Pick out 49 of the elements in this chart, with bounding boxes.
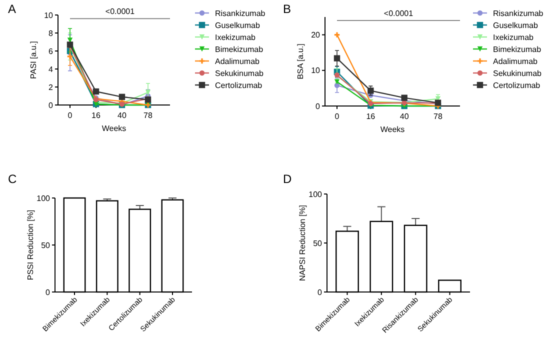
x-tick-label: 16 [366, 112, 376, 121]
x-tick-label: 0 [68, 111, 73, 120]
chart-title: A [8, 2, 16, 16]
legend-label: Risankizumab [215, 8, 266, 18]
y-axis-title: PASI [a.u.] [29, 41, 38, 79]
y-tick-label: 6 [48, 46, 54, 56]
legend-label: Certolizumab [493, 80, 541, 90]
y-tick-label: 0 [48, 100, 54, 110]
legend-label: Guselkumab [215, 20, 260, 30]
legend-label: Adalimumab [215, 56, 260, 66]
annotation: <0.0001 [105, 7, 136, 16]
legend-label: Ixekizumab [215, 32, 256, 42]
y-tick-label: 4 [48, 64, 54, 74]
y-tick-label: 0 [46, 288, 51, 297]
y-tick-label: 10 [44, 10, 54, 20]
x-tick-label: 40 [118, 111, 127, 120]
legend-label: Risankizumab [493, 8, 544, 18]
legend-label: Sekukinumab [215, 68, 264, 78]
y-tick-label: 0 [316, 102, 321, 111]
y-tick-label: 8 [48, 28, 54, 38]
y-tick-label: 100 [36, 194, 51, 203]
x-axis-title: Weeks [380, 125, 405, 134]
legend-label: Guselkumab [493, 20, 538, 30]
legend-label: Bimekizumab [493, 44, 542, 54]
legend-label: Certolizumab [215, 80, 263, 90]
y-axis-title: BSA [a.u.] [296, 44, 305, 80]
x-tick-label: 78 [144, 111, 153, 120]
y-tick-label: 50 [41, 240, 51, 250]
legend-label: Ixekizumab [493, 32, 534, 42]
x-tick-label: 78 [434, 112, 443, 121]
y-tick-label: 2 [48, 82, 54, 92]
y-tick-label: 100 [308, 190, 323, 199]
chart-title: D [283, 172, 292, 186]
annotation: <0.0001 [384, 9, 414, 18]
y-axis-title: NAPSI Reduction [%] [298, 204, 307, 282]
y-tick-label: 10 [311, 66, 321, 76]
legend-label: Bimekizumab [215, 44, 264, 54]
x-tick-label: 0 [334, 112, 340, 121]
x-axis-title: Weeks [102, 124, 126, 133]
chart-title: C [8, 172, 17, 186]
legend-label: Sekukinumab [493, 68, 542, 78]
y-tick-label: 50 [313, 238, 323, 248]
y-tick-label: 0 [318, 288, 323, 297]
y-tick-label: 20 [311, 30, 321, 40]
chart-title: B [283, 2, 292, 16]
legend-label: Adalimumab [493, 56, 538, 66]
x-tick-label: 40 [400, 112, 410, 121]
y-axis-title: PSSI Reduction [%] [26, 210, 35, 280]
x-tick-label: 16 [92, 111, 101, 120]
